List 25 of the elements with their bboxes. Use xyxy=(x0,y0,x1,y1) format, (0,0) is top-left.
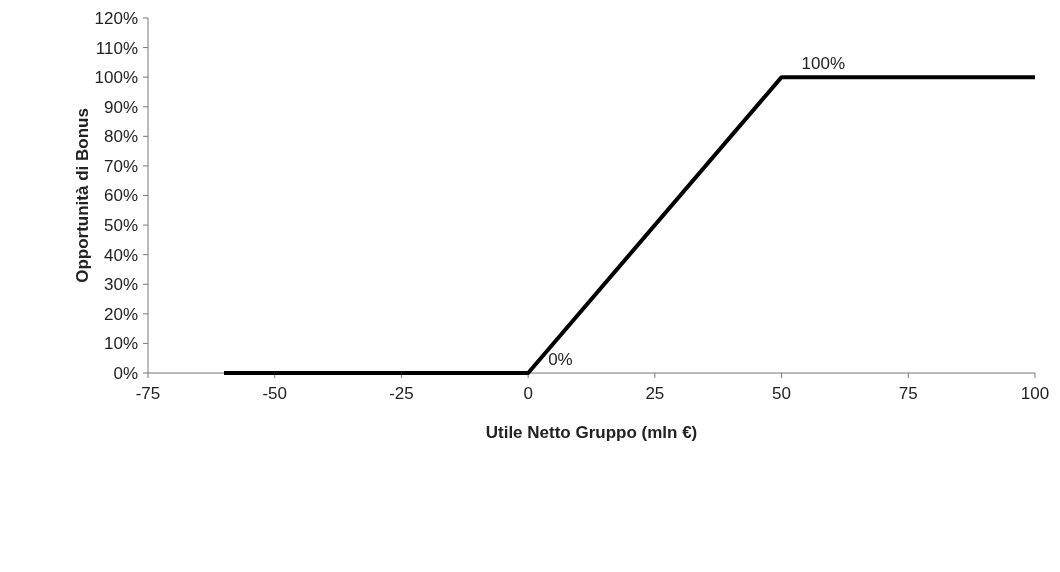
y-tick-label: 60% xyxy=(103,186,138,206)
annotation: 0% xyxy=(548,350,573,369)
y-tick-label: 80% xyxy=(103,127,138,147)
x-tick-label: 75 xyxy=(898,384,918,403)
y-tick-label: 0% xyxy=(113,363,138,383)
x-axis-title: Utile Netto Gruppo (mln €) xyxy=(485,423,698,442)
x-tick-label: 25 xyxy=(645,384,665,403)
y-axis-title: Opportunità di Bonus xyxy=(73,108,92,283)
y-tick-label: 70% xyxy=(103,156,138,176)
x-tick-label: 0 xyxy=(523,384,533,403)
x-tick-label: 100 xyxy=(1020,384,1050,403)
y-tick-label: 10% xyxy=(103,334,138,354)
x-tick-label: -50 xyxy=(262,384,287,403)
y-tick-label: 90% xyxy=(103,97,138,117)
annotation: 100% xyxy=(801,54,846,74)
y-tick-label: 110% xyxy=(95,38,138,58)
x-tick-label: 50 xyxy=(772,384,792,403)
x-tick-label: -25 xyxy=(389,384,414,403)
y-tick-label: 120% xyxy=(94,8,138,28)
x-tick-label: -75 xyxy=(135,384,161,403)
y-tick-label: 40% xyxy=(103,245,138,265)
y-tick-label: 100% xyxy=(94,68,138,88)
y-tick-label: 30% xyxy=(103,275,138,295)
y-tick-label: 20% xyxy=(103,304,138,324)
y-tick-label: 50% xyxy=(103,216,138,236)
